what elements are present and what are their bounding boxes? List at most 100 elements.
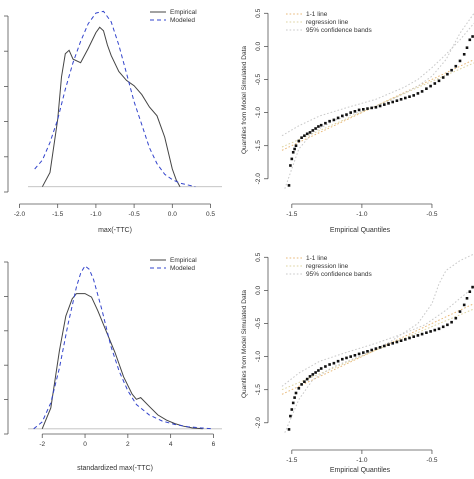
y-tick-label: 0.5: [255, 8, 262, 17]
data-point: [308, 375, 312, 378]
data-point: [293, 396, 296, 399]
reference-line-4: [281, 286, 474, 387]
data-point: [341, 114, 344, 118]
data-point: [454, 64, 458, 68]
series-line-empirical: [41, 26, 181, 187]
x-tick-label: 0: [83, 441, 87, 448]
data-point: [362, 108, 365, 111]
data-point: [332, 361, 336, 365]
data-point: [408, 95, 411, 98]
legend-label: Empirical: [170, 257, 197, 264]
legend-label: 95% confidence bands: [306, 271, 373, 278]
data-point: [429, 84, 432, 88]
data-point: [366, 107, 369, 110]
x-tick-label: -2.0: [14, 211, 26, 218]
data-point: [383, 344, 386, 348]
y-tick-label: -0.5: [255, 317, 262, 329]
data-point: [300, 383, 303, 386]
data-point: [429, 330, 432, 333]
x-tick-label: 2: [126, 441, 130, 448]
data-point: [303, 134, 306, 137]
data-point: [433, 82, 437, 85]
legend-label: Empirical: [170, 9, 197, 16]
data-point: [433, 328, 437, 332]
data-point: [319, 123, 323, 127]
data-point: [387, 343, 390, 346]
data-point: [441, 76, 445, 79]
data-point: [314, 127, 317, 130]
data-point: [374, 347, 378, 350]
data-point: [291, 151, 295, 154]
data-point: [391, 342, 394, 345]
legend-label: regression line: [306, 19, 349, 26]
x-axis-label: Empirical Quantiles: [330, 227, 391, 234]
x-tick-label: 6: [212, 441, 216, 448]
data-point: [454, 316, 458, 320]
x-tick-label: -1.0: [356, 211, 368, 218]
data-point: [468, 290, 472, 293]
data-point: [399, 98, 403, 101]
legend-label: Modeled: [170, 265, 195, 272]
data-point: [458, 310, 462, 313]
x-tick-label: -1.0: [90, 211, 102, 218]
data-point: [289, 164, 292, 167]
data-point: [412, 94, 415, 97]
reference-line-1: [281, 59, 474, 151]
data-point: [294, 391, 298, 395]
x-axis-label: Empirical Quantiles: [330, 467, 391, 474]
reference-line-2: [281, 308, 474, 391]
data-point: [308, 131, 312, 134]
x-tick-label: -0.5: [426, 211, 438, 218]
x-tick-label: 0.5: [206, 211, 215, 218]
chart-top-right: -2.0 -1.5 -1.0 -0.5 0.0 0.5 -1.5 -1.0 -0.5 Empiri…: [241, 8, 474, 234]
reference-line-4: [281, 22, 474, 137]
data-point: [450, 320, 453, 324]
series-line-empirical: [41, 293, 203, 430]
y-tick-label: -2.0: [255, 417, 262, 429]
data-point: [294, 144, 298, 147]
legend-label: regression line: [306, 263, 349, 270]
x-tick-label: -1.5: [286, 211, 298, 218]
y-tick-label: 0.0: [255, 285, 262, 294]
data-point: [458, 59, 462, 63]
data-point: [317, 125, 320, 128]
data-point: [395, 340, 399, 344]
data-point: [305, 377, 309, 381]
data-point: [404, 96, 407, 100]
data-point: [290, 157, 294, 161]
data-point: [305, 132, 309, 136]
data-point: [287, 184, 291, 187]
data-point: [291, 401, 295, 405]
data-point: [465, 297, 469, 300]
data-point: [324, 365, 327, 368]
data-point: [391, 100, 394, 104]
data-point: [420, 332, 424, 336]
data-point: [317, 369, 320, 372]
x-tick-label: -2: [39, 441, 45, 448]
data-point: [383, 103, 386, 106]
series-line-modeled: [34, 10, 196, 188]
data-point: [471, 35, 474, 38]
y-tick-label: 0.0: [255, 41, 262, 50]
data-point: [345, 113, 348, 116]
data-point: [378, 346, 382, 349]
y-tick-label: -1.5: [255, 140, 262, 152]
data-point: [425, 331, 428, 334]
data-point: [446, 323, 449, 327]
data-point: [416, 334, 420, 337]
x-tick-label: 0.0: [168, 211, 177, 218]
x-tick-label: -1.5: [286, 457, 298, 464]
data-point: [293, 147, 296, 151]
data-point: [362, 351, 365, 354]
data-point: [314, 371, 317, 374]
data-point: [353, 354, 357, 357]
data-point: [311, 129, 315, 132]
reference-line-3: [284, 253, 474, 433]
data-point: [336, 359, 340, 363]
y-tick-label: -1.5: [255, 384, 262, 396]
x-tick-label: -0.5: [426, 457, 438, 464]
legend-label: 1-1 line: [306, 255, 328, 262]
